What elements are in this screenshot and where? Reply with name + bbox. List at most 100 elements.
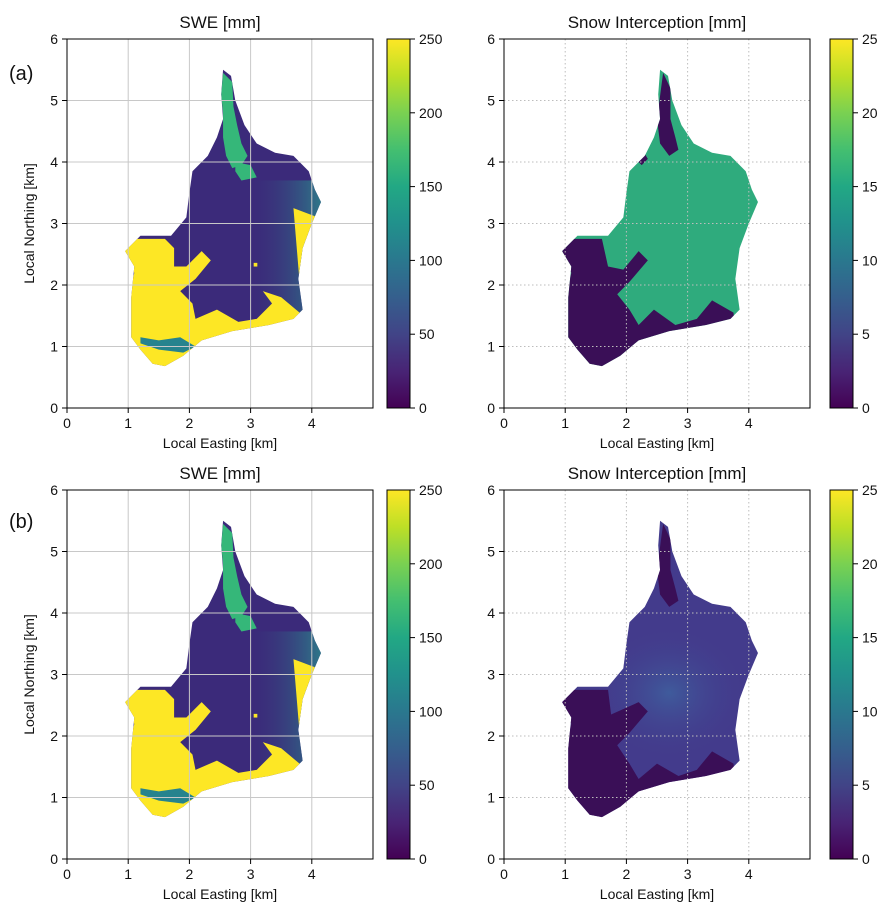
grid <box>504 39 810 408</box>
colorbar: 0 50 100 150 200 250 <box>386 482 443 867</box>
x-tick-label: 4 <box>308 866 316 882</box>
y-tick-label: 6 <box>487 31 495 47</box>
upper-valley-region <box>221 72 257 181</box>
southern-edge-region <box>140 788 196 804</box>
y-tick-label: 3 <box>487 667 495 683</box>
x-tick-label: 3 <box>684 866 692 882</box>
colorbar-tick-label: 20 <box>862 556 877 572</box>
x-axis-label: Local Easting [km] <box>600 886 714 902</box>
y-tick-label: 4 <box>487 605 495 621</box>
x-tick-label: 0 <box>63 415 71 431</box>
grid <box>504 490 810 859</box>
chart-panel-4: 0 1 2 3 4 0 1 2 3 4 5 6 Snow Interception [mm] Local … <box>487 464 877 902</box>
colorbar-tick-label: 250 <box>419 482 443 498</box>
open-pixel <box>253 262 258 267</box>
colorbar-tick-label: 0 <box>862 851 870 867</box>
colorbar-tick-label: 10 <box>862 703 877 719</box>
x-axis-label: Local Easting [km] <box>600 435 714 451</box>
y-axis-label: Local Northing [km] <box>21 614 37 735</box>
x-tick-label: 2 <box>186 866 194 882</box>
colorbar-tick-label: 10 <box>862 252 877 268</box>
colorbar-tick-label: 15 <box>862 179 877 195</box>
y-tick-label: 0 <box>50 851 58 867</box>
chart-panel-2: 0 1 2 3 4 0 1 2 3 4 5 6 Snow Interception [mm] Local … <box>487 13 877 451</box>
x-tick-label: 1 <box>124 866 132 882</box>
colorbar-tick-label: 0 <box>419 851 427 867</box>
panel-label: (b) <box>9 511 33 533</box>
y-axis-label: Local Northing [km] <box>21 163 37 284</box>
y-tick-label: 6 <box>50 31 58 47</box>
unforested-region <box>562 72 737 367</box>
colorbar-tick-label: 200 <box>419 105 443 121</box>
colorbar-tick-label: 250 <box>419 31 443 47</box>
y-tick-label: 5 <box>50 93 58 109</box>
colorbar-tick-label: 150 <box>419 179 443 195</box>
heatmap-layer <box>562 520 758 818</box>
y-tick-label: 5 <box>487 544 495 560</box>
y-tick-label: 6 <box>487 482 495 498</box>
open-pixel <box>253 713 258 718</box>
x-tick-label: 3 <box>247 415 255 431</box>
grid <box>67 490 373 859</box>
y-tick-label: 1 <box>50 790 58 806</box>
unforested-region <box>562 523 737 818</box>
colorbar-tick-label: 15 <box>862 630 877 646</box>
y-tick-label: 1 <box>487 339 495 355</box>
chart-title: Snow Interception [mm] <box>568 464 747 483</box>
colorbar-tick-label: 200 <box>419 556 443 572</box>
colorbar: 0 5 10 15 20 25 <box>829 31 877 416</box>
colorbar-tick-label: 150 <box>419 630 443 646</box>
y-tick-label: 3 <box>50 667 58 683</box>
x-tick-label: 4 <box>308 415 316 431</box>
southern-edge-region <box>140 337 196 353</box>
upper-valley-region <box>221 523 257 632</box>
y-tick-label: 0 <box>487 851 495 867</box>
x-tick-label: 4 <box>745 866 753 882</box>
panel-label: (a) <box>9 63 33 85</box>
colorbar-scale <box>829 38 854 409</box>
x-tick-label: 1 <box>561 415 569 431</box>
x-tick-label: 2 <box>623 415 631 431</box>
grid <box>67 39 373 408</box>
y-tick-label: 5 <box>50 544 58 560</box>
x-tick-label: 0 <box>500 866 508 882</box>
colorbar-tick-label: 100 <box>419 252 443 268</box>
colorbar-scale <box>386 38 411 409</box>
y-tick-label: 2 <box>50 728 58 744</box>
chart-title: Snow Interception [mm] <box>568 13 747 32</box>
y-tick-label: 4 <box>50 605 58 621</box>
colorbar-tick-label: 20 <box>862 105 877 121</box>
colorbar-scale <box>829 489 854 860</box>
y-tick-label: 0 <box>487 400 495 416</box>
x-axis-label: Local Easting [km] <box>163 886 277 902</box>
colorbar: 0 50 100 150 200 250 <box>386 31 443 416</box>
x-tick-label: 1 <box>561 866 569 882</box>
x-tick-label: 4 <box>745 415 753 431</box>
y-tick-label: 4 <box>50 154 58 170</box>
colorbar-tick-label: 50 <box>419 326 435 342</box>
y-tick-label: 6 <box>50 482 58 498</box>
x-tick-label: 3 <box>247 866 255 882</box>
y-tick-label: 3 <box>487 216 495 232</box>
y-tick-label: 1 <box>487 790 495 806</box>
x-tick-label: 1 <box>124 415 132 431</box>
colorbar-tick-label: 25 <box>862 31 877 47</box>
colorbar-tick-label: 100 <box>419 703 443 719</box>
y-tick-label: 2 <box>487 728 495 744</box>
y-tick-label: 5 <box>487 93 495 109</box>
y-tick-label: 2 <box>487 277 495 293</box>
x-tick-label: 3 <box>684 415 692 431</box>
y-tick-label: 3 <box>50 216 58 232</box>
x-tick-label: 2 <box>186 415 194 431</box>
colorbar-tick-label: 5 <box>862 777 870 793</box>
x-tick-label: 2 <box>623 866 631 882</box>
chart-panel-1: 0 1 2 3 4 0 1 2 3 4 5 6 SWE [mm] Local Easting [km] Lo… <box>9 13 443 451</box>
y-tick-label: 2 <box>50 277 58 293</box>
chart-title: SWE [mm] <box>179 13 260 32</box>
basin-detail <box>562 523 749 818</box>
colorbar-tick-label: 0 <box>862 400 870 416</box>
chart-title: SWE [mm] <box>179 464 260 483</box>
y-tick-label: 0 <box>50 400 58 416</box>
colorbar-tick-label: 5 <box>862 326 870 342</box>
